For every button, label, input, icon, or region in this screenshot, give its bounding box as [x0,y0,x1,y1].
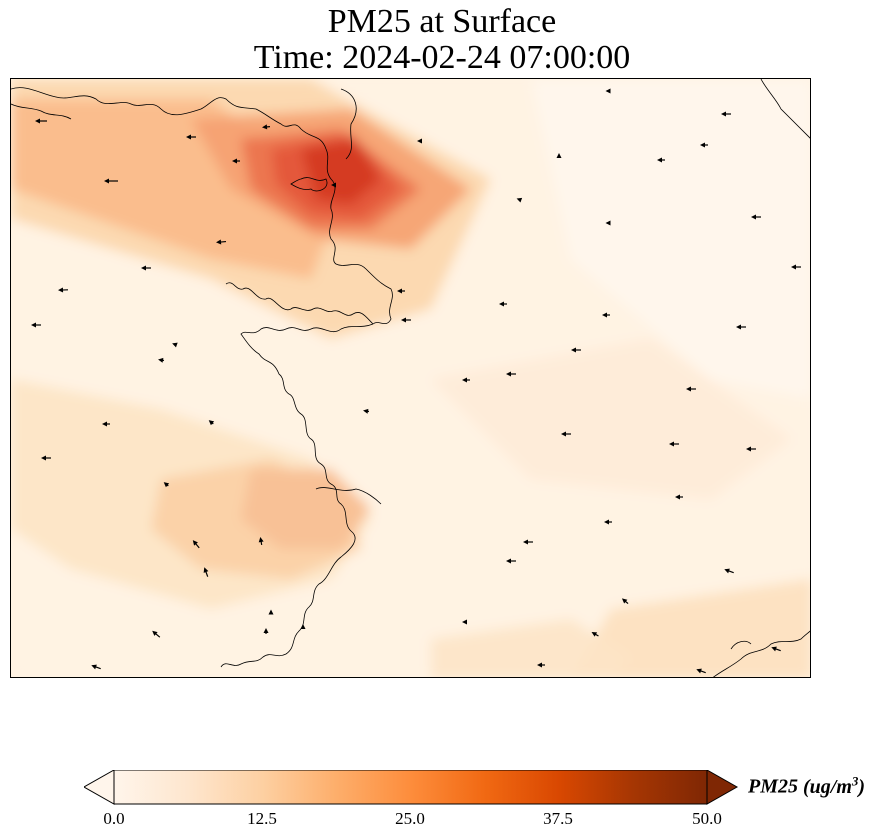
wind-arrow [102,421,110,427]
wind-arrow [186,134,196,140]
colorbar-variable: PM25 [748,775,798,798]
wind-arrow [561,431,571,437]
wind-arrow [203,567,209,577]
colorbar-tick-label: 37.5 [543,809,573,828]
wind-arrow [216,239,227,245]
wind-arrow [506,558,516,564]
wind-arrow [263,628,269,634]
wind-arrow [556,153,562,158]
wind-arrow [523,539,533,545]
wind-arrow [300,624,306,629]
wind-arrow [462,619,467,625]
pm25-field [11,79,810,677]
wind-arrow [736,324,746,330]
wind-arrow [621,598,629,605]
colorbar-label: PM25 (ug/m3) [748,773,865,799]
wind-arrow [397,288,405,294]
wind-arrow [462,377,470,383]
colorbar-tick-label: 25.0 [395,809,425,828]
colorbar-min-extend [82,769,115,805]
coastline [11,79,810,677]
wind-arrow [58,287,69,293]
wind-arrow [696,668,706,674]
colorbar-tick-label: 12.5 [247,809,277,828]
colorbar-tick-label: 50.0 [692,809,722,828]
colorbar-tick-label: 0.0 [103,809,125,828]
wind-arrow [605,88,611,94]
wind-arrow [258,537,264,546]
wind-arrow [141,265,151,271]
wind-arrow [31,322,41,328]
map-title: PM25 at Surface [327,3,557,40]
colorbar-max-extend [706,769,739,805]
colorbar-unit: (ug/m3) [803,773,866,798]
wind-arrow [41,455,51,461]
wind-arrow [686,386,696,392]
wind-arrow [417,138,422,144]
wind-arrow [104,178,118,184]
wind-arrow [208,420,215,426]
wind-arrow [172,342,178,348]
wind-arrow [771,646,781,652]
wind-arrow [675,494,683,500]
wind-arrow [571,347,581,353]
wind-arrow [262,124,271,130]
wind-arrow [657,157,665,163]
wind-arrow [163,482,170,488]
wind-arrow [721,111,731,117]
wind-arrow [91,664,101,670]
wind-arrow [669,441,679,447]
colorbar-gradient [113,769,708,805]
wind-arrow [35,118,47,124]
wind-arrow [401,317,411,323]
wind-arrow [591,632,599,637]
map-panel [10,78,811,678]
wind-arrow [268,609,274,615]
wind-arrow [605,220,611,226]
map-time-title: Time: 2024-02-24 07:00:00 [253,39,631,76]
wind-arrow [232,158,240,164]
wind-arrow [499,301,507,307]
wind-arrow [700,142,708,148]
wind-arrow [604,519,612,525]
map-canvas [11,79,810,677]
wind-arrow [791,264,801,270]
wind-arrow [602,312,610,318]
wind-arrow [506,371,516,377]
colorbar [82,769,744,811]
wind-arrow [331,182,336,188]
wind-arrow [724,568,734,574]
wind-arrow [192,540,200,549]
wind-arrow [516,197,523,203]
wind-arrow [152,630,161,638]
wind-arrow [363,408,370,414]
wind-arrow [537,662,545,668]
wind-vectors [31,88,801,674]
wind-arrow [158,357,165,363]
wind-arrow [751,214,761,220]
wind-arrow [746,446,756,452]
